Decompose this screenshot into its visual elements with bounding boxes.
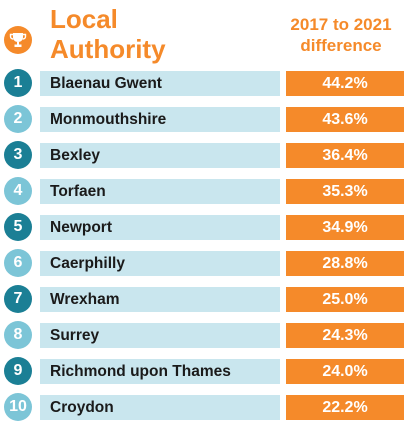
difference-value: 36.4% bbox=[286, 143, 404, 168]
table-row: 9 Richmond upon Thames 24.0% bbox=[0, 356, 414, 386]
rank-badge: 7 bbox=[4, 285, 32, 313]
table-row: 1 Blaenau Gwent 44.2% bbox=[0, 68, 414, 98]
authority-name: Blaenau Gwent bbox=[40, 71, 280, 96]
rank-badge: 1 bbox=[4, 69, 32, 97]
rank-badge: 5 bbox=[4, 213, 32, 241]
authority-name: Caerphilly bbox=[40, 251, 280, 276]
difference-value: 24.0% bbox=[286, 359, 404, 384]
rank-badge: 2 bbox=[4, 105, 32, 133]
authority-name: Surrey bbox=[40, 323, 280, 348]
difference-value: 25.0% bbox=[286, 287, 404, 312]
authority-name: Richmond upon Thames bbox=[40, 359, 280, 384]
difference-value: 34.9% bbox=[286, 215, 404, 240]
trophy-icon bbox=[4, 26, 32, 54]
column-title-line2: Authority bbox=[50, 34, 166, 64]
column-title-local-authority: Local Authority bbox=[50, 4, 166, 64]
rank-badge: 8 bbox=[4, 321, 32, 349]
authority-name: Bexley bbox=[40, 143, 280, 168]
rank-badge: 4 bbox=[4, 177, 32, 205]
table-row: 4 Torfaen 35.3% bbox=[0, 176, 414, 206]
authority-name: Monmouthshire bbox=[40, 107, 280, 132]
difference-value: 22.2% bbox=[286, 395, 404, 420]
table-row: 6 Caerphilly 28.8% bbox=[0, 248, 414, 278]
table-row: 5 Newport 34.9% bbox=[0, 212, 414, 242]
difference-value: 24.3% bbox=[286, 323, 404, 348]
difference-value: 28.8% bbox=[286, 251, 404, 276]
column-diff-line1: 2017 to 2021 bbox=[290, 15, 392, 34]
column-diff-line2: difference bbox=[300, 36, 382, 55]
table-row: 7 Wrexham 25.0% bbox=[0, 284, 414, 314]
rank-badge: 10 bbox=[4, 393, 32, 421]
table-row: 10 Croydon 22.2% bbox=[0, 392, 414, 422]
authority-name: Wrexham bbox=[40, 287, 280, 312]
authority-name: Torfaen bbox=[40, 179, 280, 204]
difference-value: 43.6% bbox=[286, 107, 404, 132]
column-title-difference: 2017 to 2021 difference bbox=[280, 14, 402, 56]
table-row: 8 Surrey 24.3% bbox=[0, 320, 414, 350]
difference-value: 44.2% bbox=[286, 71, 404, 96]
column-title-line1: Local bbox=[50, 4, 118, 34]
table-header: Local Authority 2017 to 2021 difference bbox=[0, 0, 414, 70]
table-row: 2 Monmouthshire 43.6% bbox=[0, 104, 414, 134]
rank-badge: 6 bbox=[4, 249, 32, 277]
table-row: 3 Bexley 36.4% bbox=[0, 140, 414, 170]
authority-name: Newport bbox=[40, 215, 280, 240]
rank-badge: 3 bbox=[4, 141, 32, 169]
difference-value: 35.3% bbox=[286, 179, 404, 204]
authority-name: Croydon bbox=[40, 395, 280, 420]
rank-badge: 9 bbox=[4, 357, 32, 385]
